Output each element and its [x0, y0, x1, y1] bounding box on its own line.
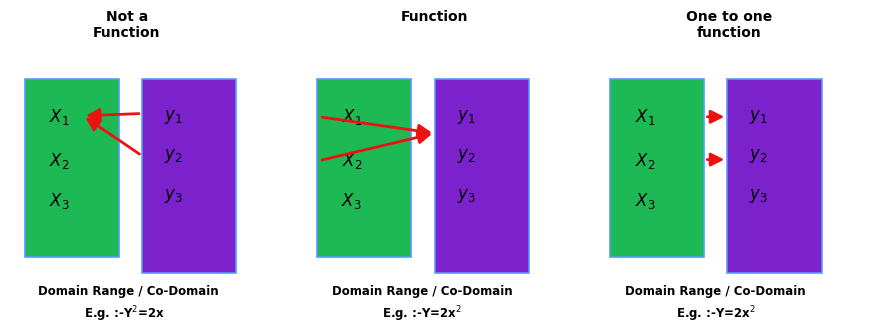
Bar	[727, 79, 822, 273]
Text: $X_2$: $X_2$	[634, 151, 655, 171]
Text: $X_1$: $X_1$	[49, 107, 70, 127]
Text: Function: Function	[401, 10, 469, 24]
Text: $y_2$: $y_2$	[164, 147, 183, 165]
Text: E.g. :-Y$^2$=2x: E.g. :-Y$^2$=2x	[84, 304, 164, 324]
Bar	[24, 79, 119, 257]
Text: Domain Range / Co-Domain: Domain Range / Co-Domain	[332, 285, 513, 298]
Text: $y_3$: $y_3$	[457, 187, 476, 205]
Text: Domain Range / Co-Domain: Domain Range / Co-Domain	[38, 285, 219, 298]
Text: $X_3$: $X_3$	[341, 191, 362, 211]
Text: $X_1$: $X_1$	[341, 107, 362, 127]
Text: E.g. :-Y=2x$^2$: E.g. :-Y=2x$^2$	[382, 304, 462, 324]
Text: One to one
function: One to one function	[686, 10, 772, 40]
Bar	[610, 79, 704, 257]
Text: $X_3$: $X_3$	[49, 191, 70, 211]
Bar	[435, 79, 529, 273]
Bar	[142, 79, 236, 273]
Text: $X_3$: $X_3$	[634, 191, 655, 211]
Text: $X_1$: $X_1$	[634, 107, 655, 127]
Text: $y_3$: $y_3$	[164, 187, 183, 205]
Text: $y_2$: $y_2$	[749, 147, 768, 165]
Text: $y_1$: $y_1$	[457, 108, 476, 126]
Text: E.g. :-Y=2x$^2$: E.g. :-Y=2x$^2$	[676, 304, 756, 324]
Bar	[317, 79, 411, 257]
Text: $y_2$: $y_2$	[457, 147, 476, 165]
Text: $y_3$: $y_3$	[749, 187, 768, 205]
Text: $y_1$: $y_1$	[164, 108, 183, 126]
Text: Domain Range / Co-Domain: Domain Range / Co-Domain	[626, 285, 806, 298]
Text: $X_2$: $X_2$	[341, 151, 362, 171]
Text: Not a
Function: Not a Function	[93, 10, 161, 40]
Text: $y_1$: $y_1$	[749, 108, 768, 126]
Text: $X_2$: $X_2$	[49, 151, 70, 171]
